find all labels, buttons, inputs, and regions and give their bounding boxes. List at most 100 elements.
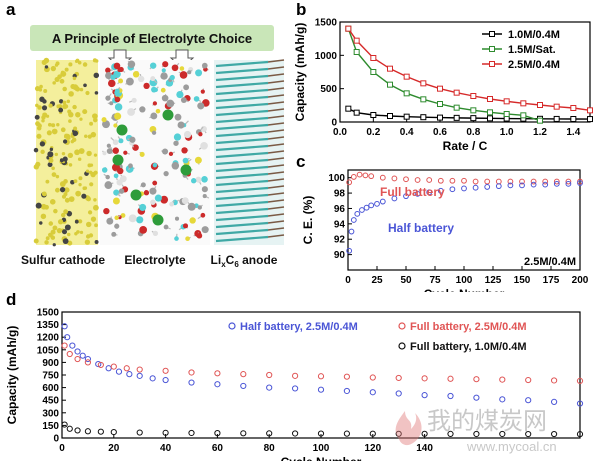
x-tick-label: 60 bbox=[212, 443, 224, 454]
panel-letter-a: a bbox=[6, 0, 16, 19]
plot-frame bbox=[339, 21, 591, 123]
data-point bbox=[403, 73, 410, 80]
y-tick-label: 98 bbox=[334, 189, 346, 200]
data-point bbox=[188, 369, 195, 376]
data-point bbox=[437, 177, 444, 184]
data-point bbox=[84, 359, 92, 366]
data-point bbox=[403, 90, 410, 97]
data-point bbox=[74, 355, 81, 363]
y-tick-label: 1350 bbox=[37, 320, 60, 331]
data-point bbox=[74, 348, 81, 355]
banner-background bbox=[30, 25, 274, 51]
legend: 1.0M/0.4M 1.5M/Sat. 2.5M/0.4M bbox=[482, 29, 560, 71]
data-point bbox=[379, 174, 386, 181]
data-point bbox=[414, 177, 421, 183]
data-point bbox=[473, 376, 480, 383]
series-line bbox=[347, 28, 591, 112]
data-point bbox=[369, 389, 376, 396]
data-point bbox=[136, 372, 143, 379]
data-point bbox=[379, 198, 386, 205]
data-point bbox=[126, 371, 133, 378]
data-point bbox=[353, 37, 360, 44]
data-point bbox=[507, 182, 514, 189]
series-line bbox=[348, 108, 591, 120]
data-point bbox=[149, 375, 156, 382]
data-point bbox=[188, 379, 195, 386]
data-point bbox=[421, 375, 428, 382]
label-electrolyte: Electrolyte bbox=[124, 253, 186, 267]
x-tick-label: 25 bbox=[371, 275, 383, 286]
data-point bbox=[519, 178, 525, 185]
data-point bbox=[472, 184, 479, 191]
data-point bbox=[473, 430, 480, 438]
electrolyte-illustration: A Principle of Electrolyte Choice Sulfur… bbox=[21, 25, 285, 269]
data-point bbox=[343, 387, 350, 395]
data-point bbox=[487, 96, 493, 102]
data-point bbox=[74, 427, 81, 434]
data-point bbox=[356, 171, 363, 178]
x-tick-label: 0 bbox=[59, 443, 65, 454]
x-tick-label: 50 bbox=[400, 275, 412, 286]
data-point bbox=[553, 103, 560, 110]
data-point bbox=[542, 181, 549, 188]
y-tick-label: 600 bbox=[42, 383, 59, 394]
data-point bbox=[66, 350, 73, 358]
data-point bbox=[553, 178, 560, 185]
y-tick-label: 450 bbox=[42, 396, 59, 407]
data-point bbox=[214, 370, 221, 377]
data-point bbox=[530, 178, 537, 185]
chart-b-rate-capability: 0.0 0.2 0.4 0.6 0.8 1.0 1.2 1.4 0 500 1000 1500 Rate… bbox=[293, 18, 593, 153]
data-point bbox=[576, 400, 584, 407]
sulfur-cathode-block bbox=[33, 57, 100, 247]
data-point bbox=[240, 382, 247, 390]
legend-marker bbox=[489, 31, 495, 37]
chart-d-cycling-capacity: 0 20 40 60 80 100 120 1400150300450600750900105… bbox=[5, 308, 584, 461]
data-point bbox=[370, 69, 377, 75]
series-0 bbox=[61, 323, 584, 407]
y-tick-label: 150 bbox=[42, 421, 59, 432]
y-axis-label: Capacity (mAh/g) bbox=[293, 23, 307, 122]
data-point bbox=[368, 202, 375, 209]
data-point bbox=[350, 217, 357, 223]
series-0 bbox=[346, 171, 583, 186]
data-point bbox=[346, 247, 353, 254]
x-tick-label: 0.2 bbox=[366, 127, 380, 138]
data-point bbox=[214, 430, 221, 437]
legend-label: Full battery, 2.5M/0.4M bbox=[410, 321, 527, 333]
data-point bbox=[437, 85, 443, 92]
data-point bbox=[162, 367, 169, 374]
x-tick-label: 140 bbox=[416, 443, 433, 454]
y-tick-label: 900 bbox=[42, 358, 59, 369]
x-tick-label: 1.2 bbox=[533, 127, 547, 138]
x-tick-label: 0.4 bbox=[400, 127, 414, 138]
data-point bbox=[473, 394, 480, 401]
data-point bbox=[470, 93, 477, 99]
data-point bbox=[503, 111, 510, 117]
data-point bbox=[470, 115, 477, 122]
data-point bbox=[345, 105, 352, 112]
data-point bbox=[587, 116, 593, 123]
y-tick-label: 750 bbox=[42, 371, 59, 382]
data-point bbox=[570, 105, 577, 111]
data-point bbox=[447, 430, 454, 437]
legend-label: Full battery, 1.0M/0.4M bbox=[410, 341, 527, 353]
x-tick-label: 0.8 bbox=[466, 127, 480, 138]
data-point bbox=[350, 174, 357, 180]
data-point bbox=[61, 342, 68, 349]
x-tick-label: 100 bbox=[456, 275, 473, 286]
data-point bbox=[395, 390, 402, 397]
data-point bbox=[370, 112, 377, 118]
data-point bbox=[461, 177, 467, 184]
data-point bbox=[387, 113, 393, 119]
data-point bbox=[519, 182, 525, 189]
x-axis-label: Cycle Number bbox=[424, 287, 505, 292]
data-point bbox=[136, 429, 143, 436]
data-point bbox=[553, 115, 560, 122]
data-point bbox=[453, 114, 460, 121]
data-point bbox=[110, 429, 117, 436]
data-point bbox=[453, 104, 460, 111]
chart-c-coulombic-efficiency: 02550751001251501752009092949698100Cycle… bbox=[301, 169, 589, 292]
annotation-concentration: 2.5M/0.4M bbox=[524, 256, 576, 268]
x-tick-label: 120 bbox=[364, 443, 381, 454]
data-point bbox=[537, 102, 543, 108]
